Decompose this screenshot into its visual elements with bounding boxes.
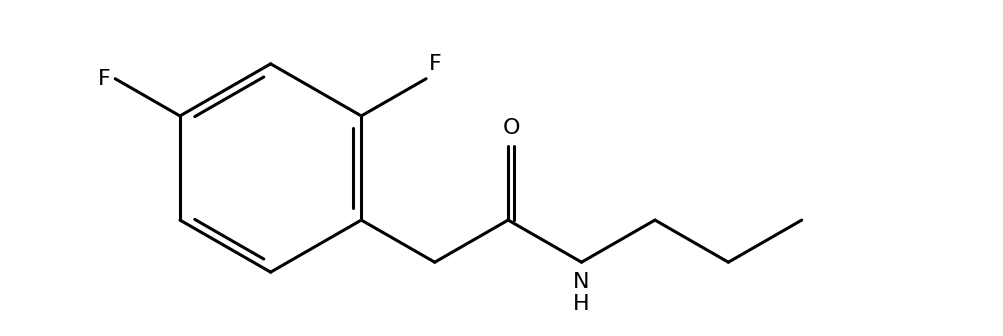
Text: N: N [573,272,589,292]
Text: F: F [428,54,441,74]
Text: H: H [573,294,590,314]
Text: F: F [97,69,110,89]
Text: O: O [502,118,520,138]
